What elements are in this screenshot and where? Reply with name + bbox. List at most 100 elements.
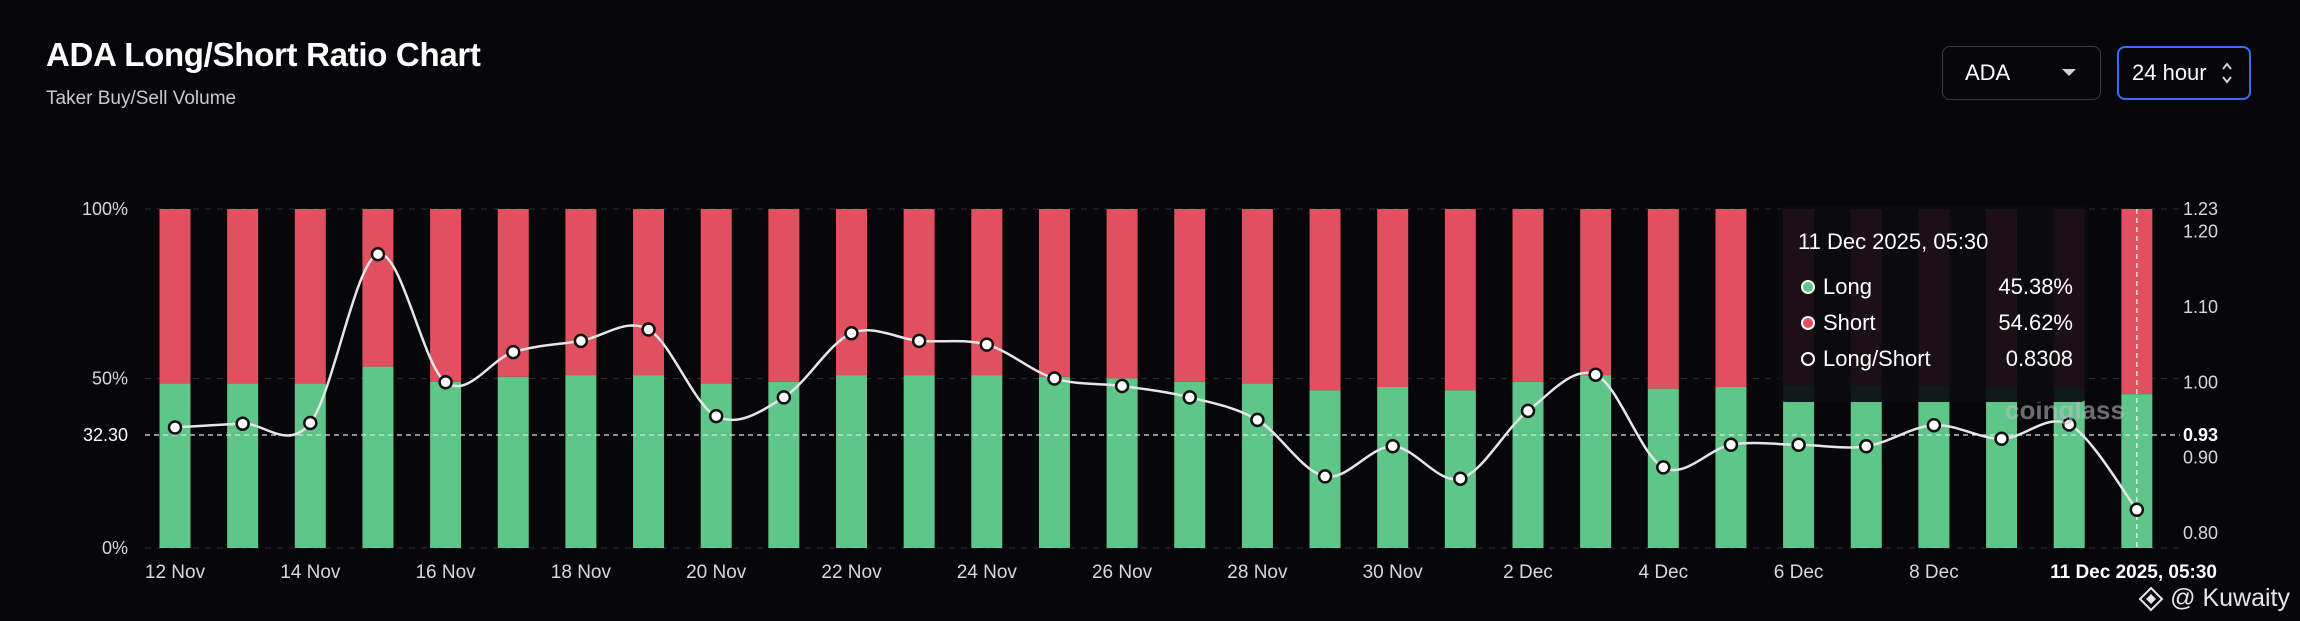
bar-long [1783,385,1815,548]
tooltip-dot [1801,280,1815,294]
bar-long [1715,386,1747,548]
x-tick: 16 Nov [415,562,476,583]
bar-short [1106,209,1138,379]
bar-long [1850,385,1882,548]
bar-short [1309,209,1341,391]
x-tick: 26 Nov [1092,562,1153,583]
bar-long [2053,386,2085,548]
ratio-point [844,326,859,341]
ratio-point [506,344,521,360]
tooltip-value: 0.8308 [2006,346,2073,371]
interval-select-value: 24 hour [2132,60,2207,85]
ratio-point [573,333,589,349]
ratio-point [1588,367,1603,382]
asset-select-value: ADA [1965,60,2011,85]
bar-long [1986,386,2018,548]
diamond-logo-icon [2138,586,2164,611]
ratio-point [1520,403,1536,419]
x-tick: 4 Dec [1638,562,1688,583]
bar-short [565,209,597,376]
bar-long [1106,378,1138,548]
bar-long [1174,381,1206,548]
x-tick: 12 Nov [145,562,206,583]
ratio-point [1182,390,1197,405]
ratio-point [438,375,453,390]
tooltip-box [1778,206,2088,402]
page-subtitle: Taker Buy/Sell Volume [46,88,237,109]
ratio-point [1317,469,1333,484]
bar-long [971,375,1003,548]
tooltip-dot [1801,316,1815,330]
y-right-tick: 1.23 [2183,199,2218,219]
bar-short [362,209,394,367]
bar-short [294,209,326,384]
bar-long [768,381,800,548]
bar-long [294,383,326,548]
ratio-point [1994,431,2009,447]
ratio-point [1453,471,1468,486]
y-right-tick: 1.10 [2183,297,2218,317]
ratio-point [303,415,318,431]
ratio-point [2129,502,2145,517]
bar-long [430,381,462,548]
up-down-chevron-icon [2222,62,2232,84]
x-tick: 8 Dec [1909,562,1959,583]
ratio-point [2061,417,2077,432]
bar-short [903,209,935,376]
interval-select[interactable]: 24 hour [2117,46,2251,100]
tooltip-value: 54.62% [1998,310,2073,335]
tooltip-value: 45.38% [1998,274,2073,299]
ratio-point [911,333,927,349]
bar-long [1444,390,1476,548]
x-tick: 24 Nov [957,562,1018,583]
x-tick: 18 Nov [551,562,612,583]
x-tick: 20 Nov [686,562,747,583]
bar-short [1241,209,1273,384]
bar-short [633,209,665,376]
tooltip-label: Short [1823,310,1876,335]
y-left-tick: 0% [102,538,128,558]
page-title: ADA Long/Short Ratio Chart [46,36,481,73]
x-tick: 28 Nov [1227,562,1288,583]
ratio-point [1047,371,1062,386]
ratio-point [1385,439,1400,454]
tooltip-dot [1801,352,1815,366]
bar-short [227,209,259,384]
ratio-point [1250,412,1265,428]
bar-long [362,366,394,548]
tooltip-label: Long [1823,274,1872,299]
bar-long [497,376,529,548]
bar-long [159,383,191,548]
asset-select[interactable]: ADA [1942,46,2101,100]
crosshair-x-label-bg [2044,555,2220,585]
ratio-point [641,322,656,337]
x-tick: 30 Nov [1363,562,1424,583]
ratio-point [1859,439,1874,454]
bar-short [1512,209,1544,382]
bar-short [430,209,462,382]
ratio-point [370,246,386,262]
bar-short [836,209,867,376]
bar-long [1377,386,1409,548]
y-left-tick: 50% [92,369,128,389]
ratio-point [1926,417,1942,433]
bar-long [836,375,867,548]
bar-long [1038,376,1070,548]
bar-short [768,209,800,382]
ratio-point [1114,378,1130,394]
credit: @ Kuwaity [2138,584,2290,613]
bar-short [1580,209,1612,376]
x-tick: 14 Nov [280,562,341,583]
bar-long [1309,390,1341,548]
credit-text: @ Kuwaity [2170,584,2290,612]
bar-short [1377,209,1409,387]
bar-short [700,209,732,384]
bar-long [633,375,665,548]
bar-short [1174,209,1206,382]
crosshair-x-label: 11 Dec 2025, 05:30 [2050,562,2217,583]
bar-short [1715,209,1747,387]
ratio-point [979,337,995,352]
bar-long [903,375,935,548]
bar-short [1444,209,1476,391]
